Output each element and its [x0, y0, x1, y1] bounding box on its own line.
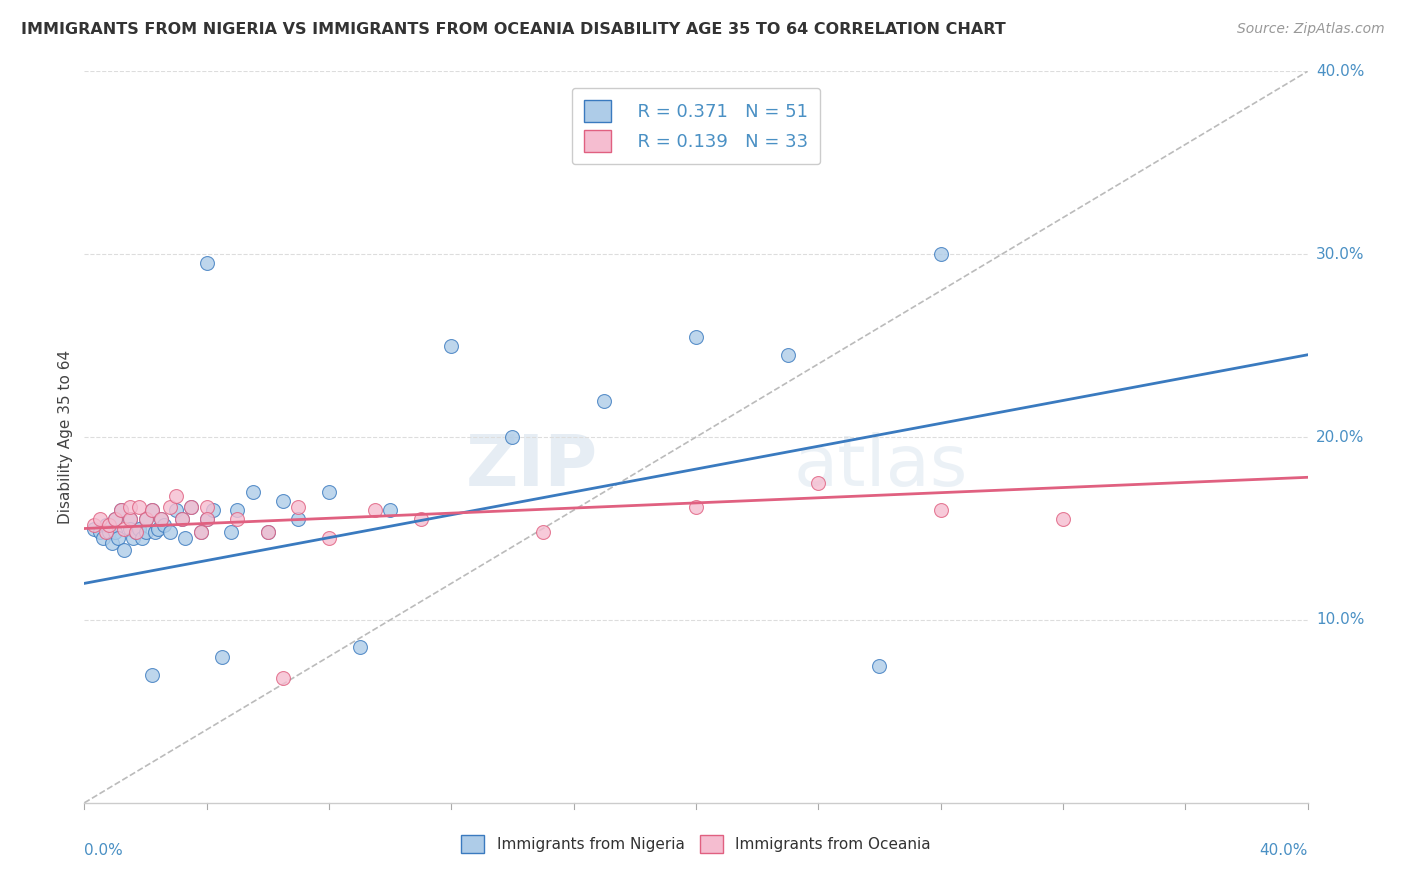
Point — [593, 393, 616, 408]
Point — [409, 512, 432, 526]
Text: 10.0%: 10.0% — [1316, 613, 1364, 627]
Point — [141, 503, 163, 517]
Point — [149, 512, 172, 526]
Text: 0.0%: 0.0% — [84, 843, 124, 858]
Point — [226, 503, 249, 517]
Point — [135, 525, 157, 540]
Point — [110, 503, 132, 517]
Point — [531, 525, 554, 540]
Text: atlas: atlas — [794, 432, 969, 500]
Point — [120, 512, 142, 526]
Point — [101, 536, 124, 550]
Point — [257, 525, 280, 540]
Point — [172, 512, 194, 526]
Point — [172, 512, 194, 526]
Point — [128, 500, 150, 514]
Point — [502, 430, 524, 444]
Point — [257, 525, 280, 540]
Point — [153, 517, 176, 532]
Text: Source: ZipAtlas.com: Source: ZipAtlas.com — [1237, 22, 1385, 37]
Point — [180, 500, 202, 514]
Point — [122, 531, 145, 545]
Point — [190, 525, 212, 540]
Point — [135, 512, 157, 526]
Point — [125, 525, 148, 540]
Point — [776, 348, 799, 362]
Point — [104, 512, 127, 526]
Point — [97, 517, 120, 532]
Point — [349, 640, 371, 655]
Text: ZIP: ZIP — [465, 432, 598, 500]
Point — [195, 512, 218, 526]
Point — [219, 525, 242, 540]
Text: 40.0%: 40.0% — [1316, 64, 1364, 78]
Point — [226, 512, 249, 526]
Point — [440, 338, 463, 352]
Point — [94, 525, 117, 540]
Point — [287, 500, 309, 514]
Point — [89, 512, 111, 526]
Point — [807, 475, 830, 490]
Point — [120, 512, 142, 526]
Y-axis label: Disability Age 35 to 64: Disability Age 35 to 64 — [58, 350, 73, 524]
Point — [242, 485, 264, 500]
Point — [149, 512, 172, 526]
Point — [1052, 512, 1074, 526]
Point — [110, 503, 132, 517]
Legend: Immigrants from Nigeria, Immigrants from Oceania: Immigrants from Nigeria, Immigrants from… — [454, 827, 938, 861]
Point — [685, 329, 707, 343]
Point — [929, 247, 952, 261]
Point — [195, 512, 218, 526]
Point — [112, 543, 135, 558]
Point — [135, 512, 157, 526]
Point — [146, 521, 169, 535]
Point — [128, 521, 150, 535]
Text: IMMIGRANTS FROM NIGERIA VS IMMIGRANTS FROM OCEANIA DISABILITY AGE 35 TO 64 CORRE: IMMIGRANTS FROM NIGERIA VS IMMIGRANTS FR… — [21, 22, 1005, 37]
Point — [120, 521, 142, 535]
Point — [195, 500, 218, 514]
Point — [271, 672, 294, 686]
Point — [869, 658, 891, 673]
Point — [174, 531, 197, 545]
Point — [195, 256, 218, 270]
Point — [159, 525, 181, 540]
Point — [364, 503, 387, 517]
Point — [685, 500, 707, 514]
Point — [94, 517, 117, 532]
Text: 20.0%: 20.0% — [1316, 430, 1364, 444]
Point — [271, 494, 294, 508]
Point — [97, 525, 120, 540]
Point — [143, 525, 166, 540]
Point — [104, 512, 127, 526]
Point — [107, 531, 129, 545]
Text: 30.0%: 30.0% — [1316, 247, 1364, 261]
Point — [120, 500, 142, 514]
Point — [83, 517, 105, 532]
Point — [190, 525, 212, 540]
Point — [131, 531, 153, 545]
Point — [929, 503, 952, 517]
Point — [380, 503, 402, 517]
Point — [318, 485, 340, 500]
Point — [211, 649, 233, 664]
Point — [141, 503, 163, 517]
Point — [112, 521, 135, 535]
Point — [91, 531, 114, 545]
Point — [83, 521, 105, 535]
Point — [141, 667, 163, 681]
Point — [287, 512, 309, 526]
Point — [89, 525, 111, 540]
Point — [201, 503, 224, 517]
Point — [318, 531, 340, 545]
Point — [165, 489, 187, 503]
Point — [165, 503, 187, 517]
Text: 40.0%: 40.0% — [1260, 843, 1308, 858]
Point — [159, 500, 181, 514]
Point — [180, 500, 202, 514]
Point — [104, 525, 127, 540]
Point — [125, 525, 148, 540]
